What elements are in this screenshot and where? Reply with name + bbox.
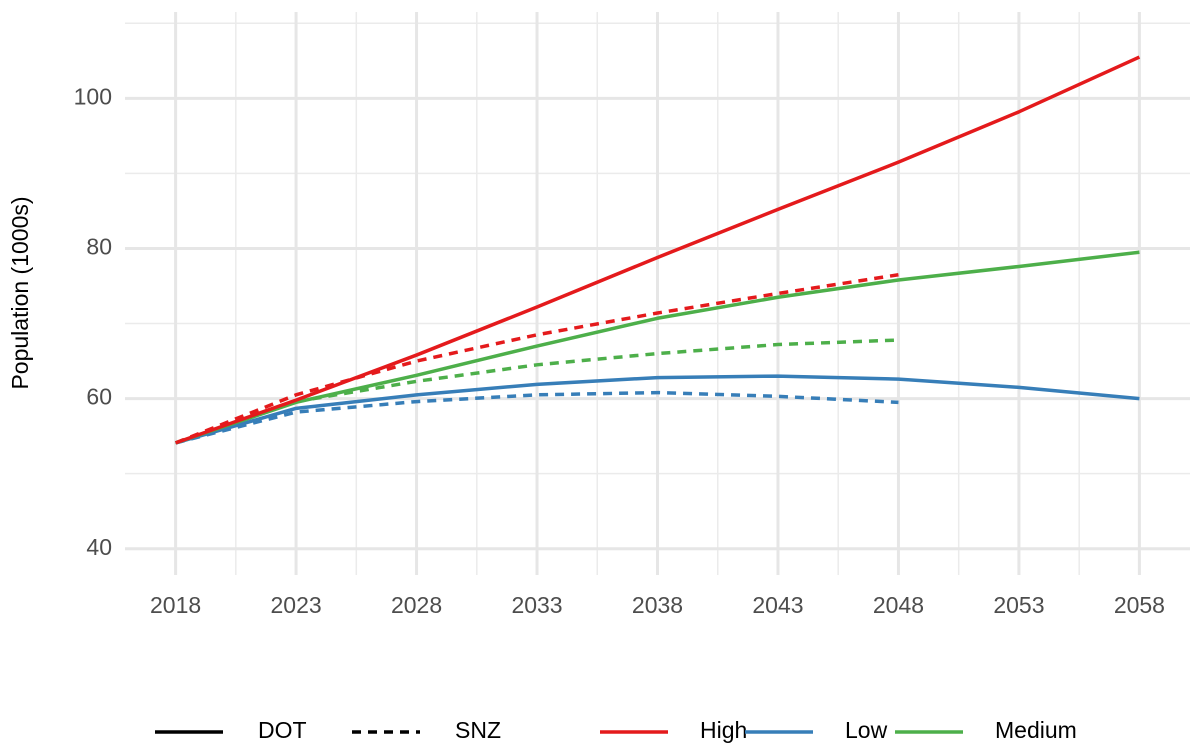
series-line — [174, 273, 899, 445]
legend-label: Medium — [995, 717, 1077, 743]
series-line — [175, 374, 1140, 445]
x-tick-label: 2053 — [993, 592, 1044, 618]
legend-label: DOT — [258, 717, 307, 743]
x-tick-label: 2033 — [511, 592, 562, 618]
legend-label: Low — [845, 717, 888, 743]
x-tick-label: 2023 — [270, 592, 321, 618]
x-tick-label: 2058 — [1114, 592, 1165, 618]
legend-label: High — [700, 717, 747, 743]
y-tick-label: 60 — [86, 384, 112, 410]
series-line — [175, 55, 1141, 445]
y-axis-title: Population (1000s) — [7, 196, 33, 389]
x-tick-label: 2018 — [150, 592, 201, 618]
series-line — [175, 338, 899, 445]
x-tick-label: 2038 — [632, 592, 683, 618]
x-tick-label: 2028 — [391, 592, 442, 618]
y-tick-label: 40 — [86, 534, 112, 560]
x-tick-label: 2043 — [752, 592, 803, 618]
x-tick-label: 2048 — [873, 592, 924, 618]
legend-label: SNZ — [455, 717, 501, 743]
y-tick-label: 100 — [74, 83, 112, 109]
y-tick-label: 80 — [86, 234, 112, 260]
series-line — [175, 250, 1140, 445]
